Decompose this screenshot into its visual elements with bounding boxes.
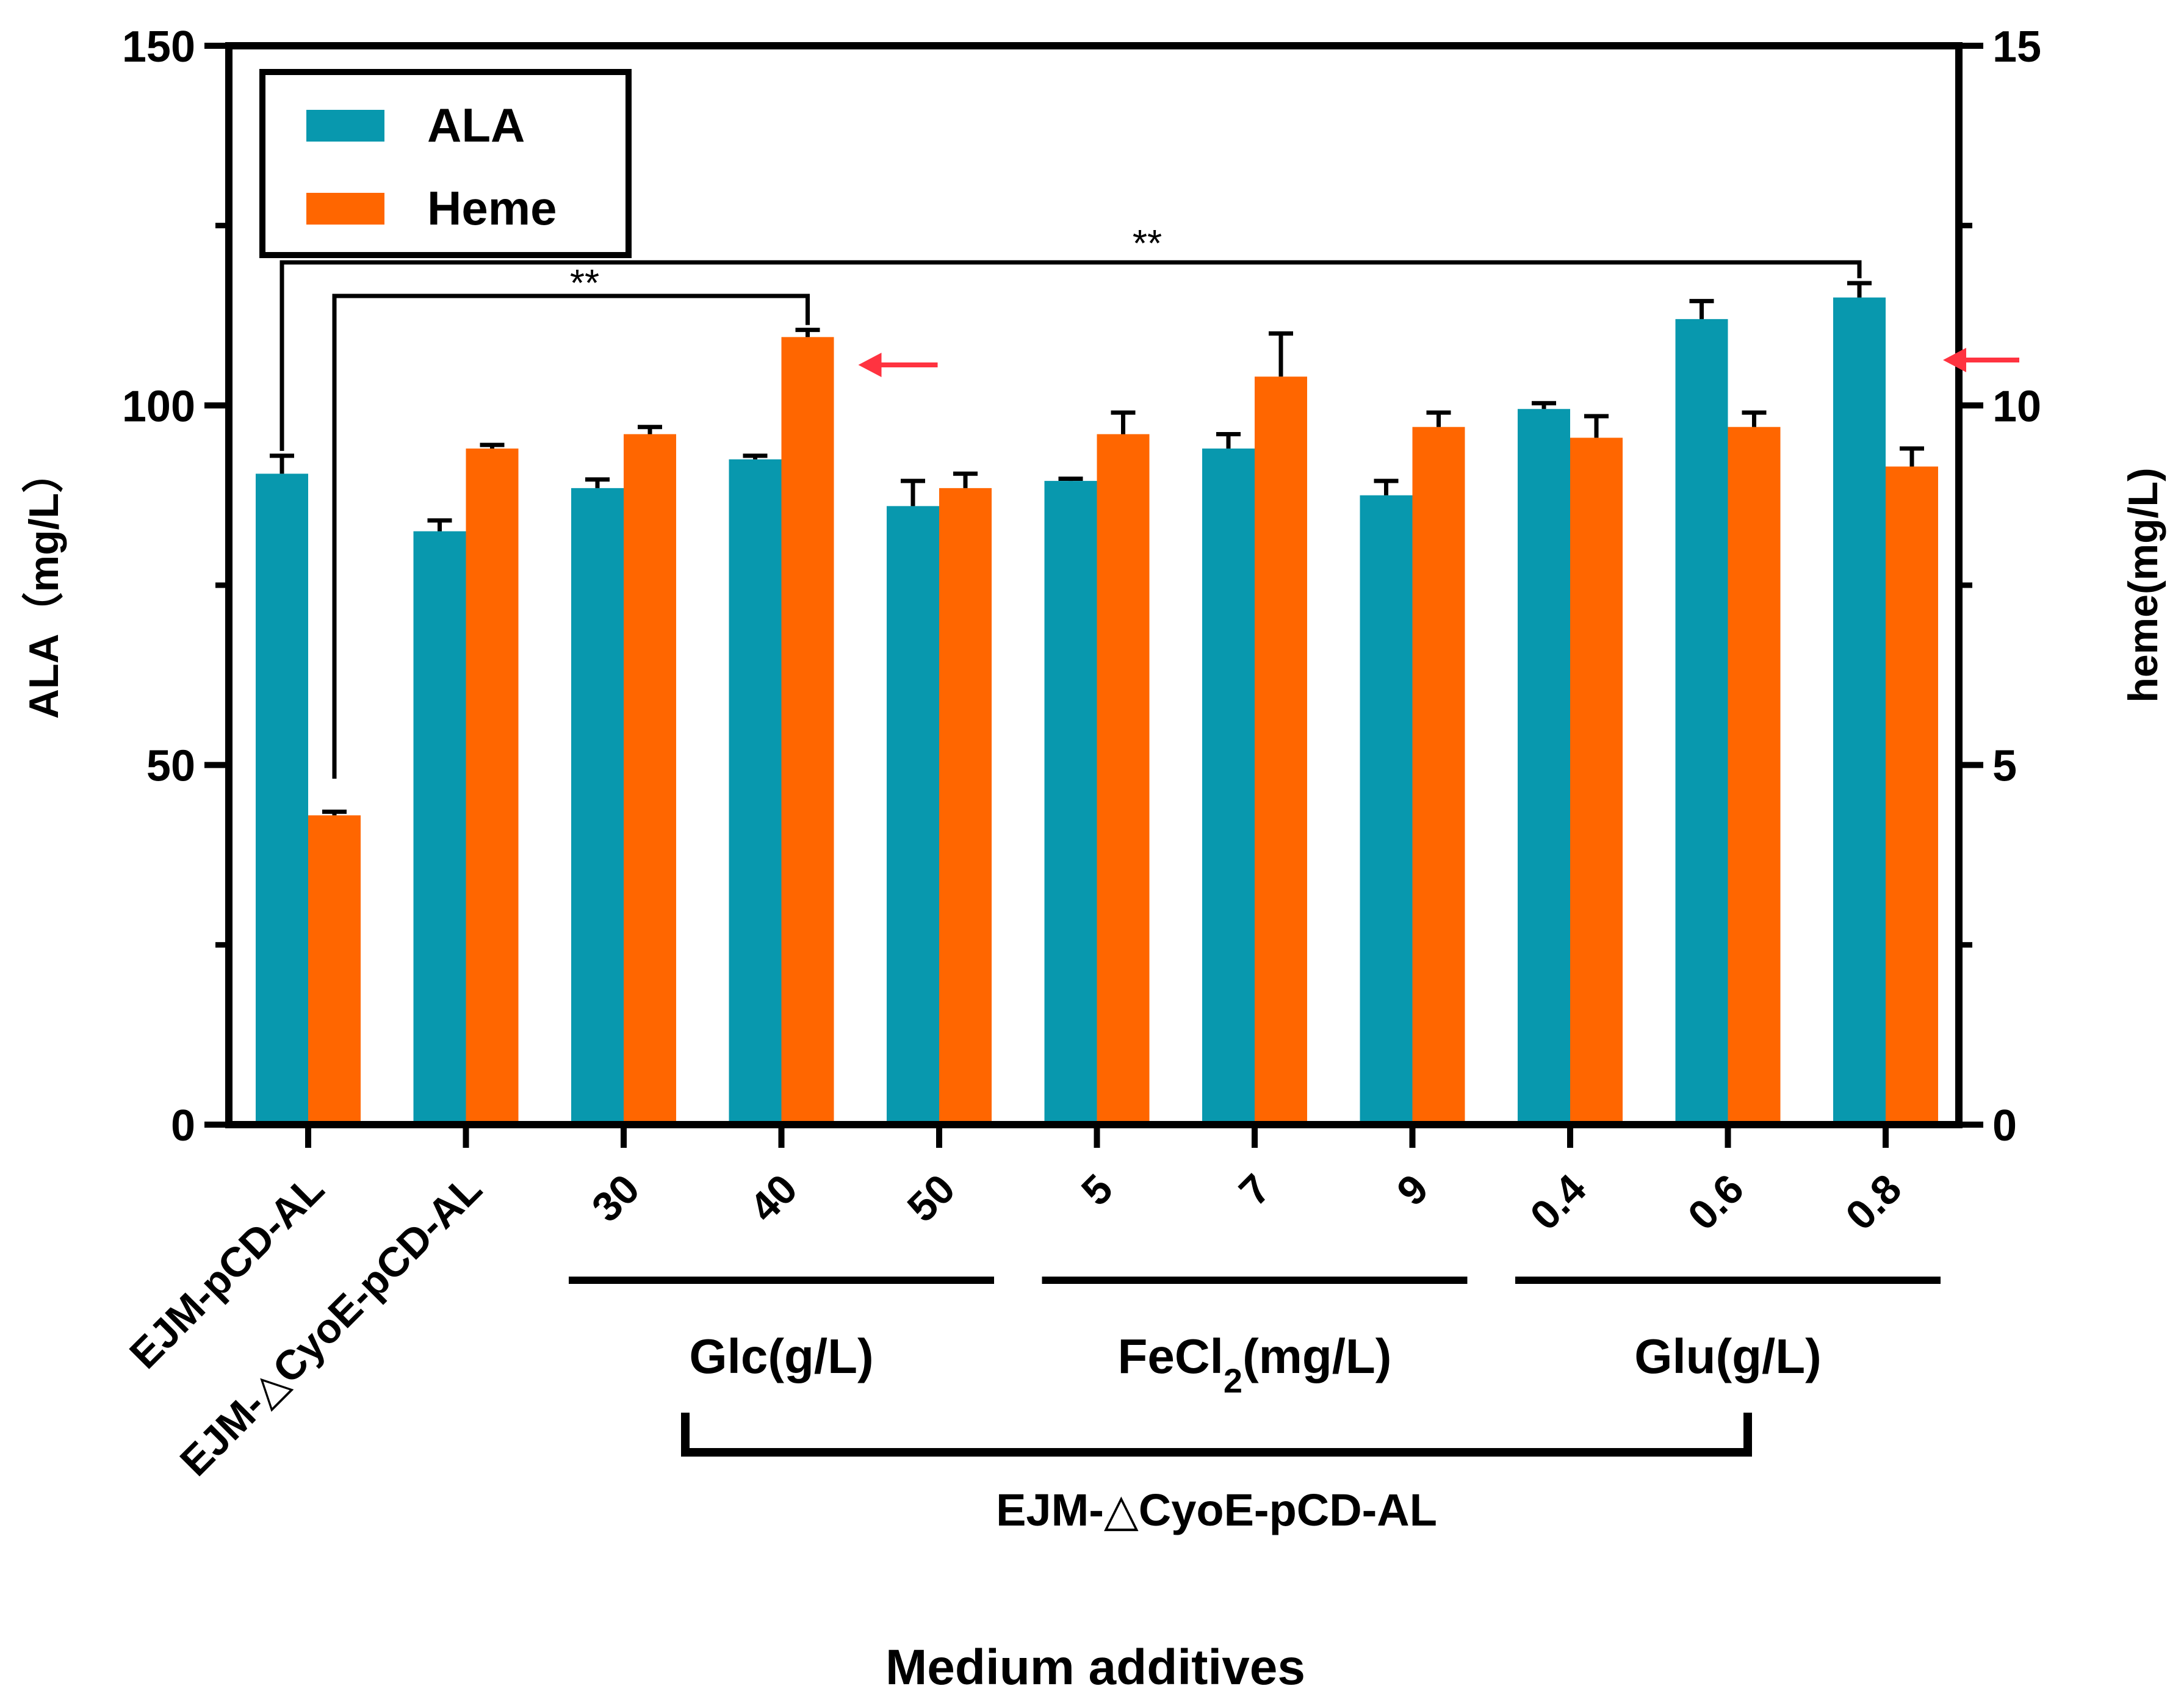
x-tick-label: 9 bbox=[1388, 1166, 1437, 1214]
heme-bar bbox=[1728, 427, 1781, 1125]
annotations-layer: ** ** ALA Heme bbox=[259, 69, 2019, 779]
y-left-axis-title: ALA（mg/L） bbox=[21, 452, 67, 719]
x-axis-title: Medium additives bbox=[885, 1640, 1305, 1695]
significance-label: ** bbox=[1133, 223, 1162, 265]
legend-ala-swatch bbox=[306, 110, 384, 142]
ala-bar bbox=[1360, 495, 1413, 1125]
heme-bar bbox=[308, 815, 361, 1125]
y-right-tick-label: 5 bbox=[1992, 742, 2017, 791]
ala-bar bbox=[413, 531, 466, 1125]
y-left-tick-label: 150 bbox=[122, 23, 195, 71]
bars-layer bbox=[256, 281, 1938, 1125]
highlight-arrow-head bbox=[1943, 348, 1966, 372]
x-tick-label: 0.6 bbox=[1679, 1166, 1753, 1239]
ala-bar bbox=[729, 459, 782, 1125]
x-tick-label: 0.4 bbox=[1521, 1166, 1595, 1239]
ala-bar bbox=[256, 474, 308, 1125]
heme-bar bbox=[466, 449, 519, 1125]
ala-bar bbox=[1518, 409, 1570, 1125]
significance-label: ** bbox=[570, 262, 599, 304]
x-tick-label: 0.8 bbox=[1837, 1166, 1911, 1239]
ala-bar bbox=[571, 488, 624, 1125]
axes-layer: 0 50 100 150 0 5 10 15 bbox=[122, 23, 2041, 1150]
x-tick-label: EJM-△CyoE-pCD-AL bbox=[171, 1166, 491, 1485]
heme-bar bbox=[1412, 427, 1465, 1125]
y-left-tick-label: 100 bbox=[122, 382, 195, 431]
legend-heme-label: Heme bbox=[427, 181, 557, 235]
highlight-arrow-head bbox=[858, 353, 882, 377]
heme-bar bbox=[1570, 438, 1623, 1125]
strain-bracket bbox=[681, 1413, 1752, 1457]
ala-bar bbox=[1675, 319, 1728, 1125]
y-left-tick-label: 50 bbox=[146, 742, 195, 791]
legend-ala-label: ALA bbox=[427, 98, 525, 152]
group-label: FeCl2(mg/L) bbox=[1118, 1329, 1392, 1400]
heme-bar bbox=[1886, 466, 1938, 1125]
x-tick-label: 7 bbox=[1230, 1166, 1279, 1214]
heme-bar bbox=[624, 434, 676, 1125]
y-right-tick-label: 0 bbox=[1992, 1101, 2017, 1150]
ala-bar bbox=[1833, 297, 1886, 1125]
legend-heme-swatch bbox=[306, 193, 384, 225]
y-left-tick-label: 0 bbox=[171, 1101, 195, 1150]
significance-bracket bbox=[279, 260, 1862, 451]
group-label: Glu(g/L) bbox=[1634, 1329, 1822, 1383]
ala-bar bbox=[1202, 449, 1255, 1125]
heme-bar bbox=[1255, 377, 1307, 1125]
heme-bar bbox=[1097, 434, 1150, 1125]
x-tick-label: 5 bbox=[1073, 1166, 1122, 1214]
x-tick-label: 30 bbox=[583, 1166, 648, 1231]
ala-bar bbox=[887, 506, 939, 1125]
significance-bracket bbox=[332, 294, 810, 779]
y-right-axis-title: heme(mg/L) bbox=[2120, 467, 2166, 702]
x-tick-label: 40 bbox=[741, 1166, 806, 1231]
x-tick-label: 50 bbox=[898, 1166, 964, 1231]
ala-bar bbox=[1044, 481, 1097, 1125]
group-label: Glc(g/L) bbox=[689, 1329, 873, 1383]
y-right-tick-label: 15 bbox=[1992, 23, 2041, 71]
heme-bar bbox=[939, 488, 992, 1125]
strain-label: EJM-△CyoE-pCD-AL bbox=[996, 1485, 1437, 1535]
heme-bar bbox=[781, 337, 834, 1125]
y-right-tick-label: 10 bbox=[1992, 382, 2041, 431]
